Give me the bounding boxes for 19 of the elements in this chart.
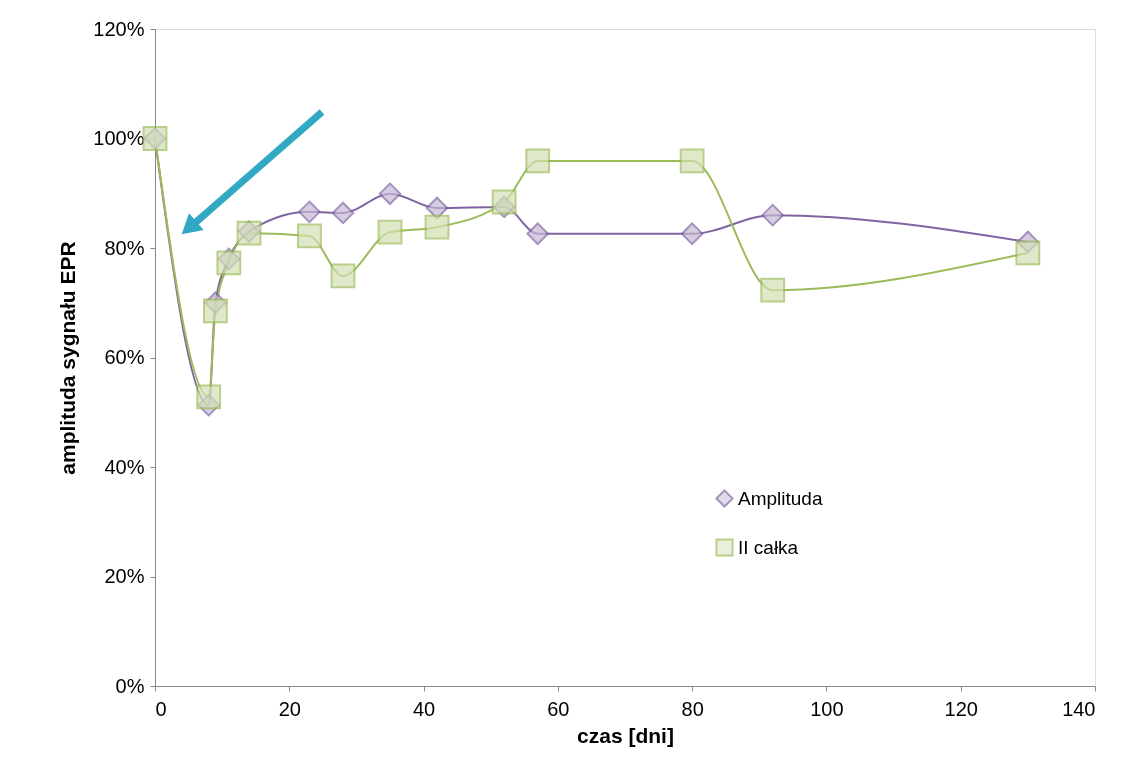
x-tick-label: 120 [944, 697, 978, 720]
x-tick-label: 140 [1062, 697, 1096, 720]
y-tick-label: 60% [104, 346, 145, 368]
legend-label: II całka [738, 536, 799, 558]
x-tick-label: 100 [810, 697, 844, 720]
x-tick-label: 0 [155, 697, 167, 720]
y-tick-label: 20% [104, 565, 145, 587]
y-tick-label: 0% [115, 674, 145, 697]
x-tick-label: 40 [412, 697, 436, 720]
y-tick-label: 80% [104, 236, 145, 259]
y-tick-label: 40% [104, 455, 145, 478]
y-tick-label: 100% [93, 127, 145, 149]
y-tick-label: 120% [93, 17, 145, 40]
x-tick-label: 60 [547, 697, 570, 720]
x-tick-label: 80 [681, 697, 704, 720]
y-axis-title: amplituda sygnału EPR [56, 241, 80, 475]
x-tick-label: 20 [278, 697, 301, 720]
x-axis-title: czas [dni] [577, 723, 674, 747]
legend-label: Amplituda [738, 487, 823, 509]
